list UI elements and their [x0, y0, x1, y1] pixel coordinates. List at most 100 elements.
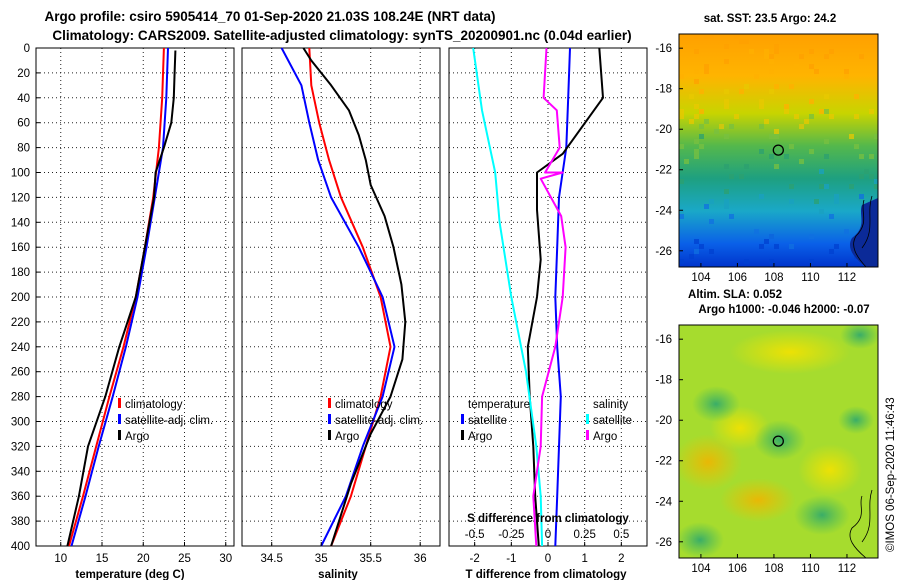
legend-swatch-s-satellite: [586, 414, 589, 424]
sst-pixel: [854, 94, 859, 99]
sst-pixel: [694, 149, 699, 154]
sst-pixel: [859, 54, 864, 59]
legend-swatch-climatology: [118, 398, 121, 408]
sst-pixel: [704, 69, 709, 74]
sst-pixel: [769, 259, 774, 264]
sst-pixel: [694, 79, 699, 84]
sst-pixel: [794, 64, 799, 69]
difference-series-s-argo: [532, 47, 567, 547]
sst-pixel: [699, 134, 704, 139]
sst-pixel: [709, 34, 714, 39]
sst-pixel: [824, 139, 829, 144]
temperature-legend: climatology satellite-adj. clim. Argo: [118, 398, 213, 443]
salinity-xtick-label: 36: [414, 553, 427, 565]
map-lat-tick-label: -24: [655, 205, 672, 217]
sst-pixel: [774, 134, 779, 139]
sst-pixel: [809, 114, 814, 119]
temperature-xtick-label: 15: [96, 553, 109, 565]
difference-legend: temperature satellite Argo salinity sate…: [461, 399, 632, 443]
sst-pixel: [819, 169, 824, 174]
sst-pixel: [769, 89, 774, 94]
sst-pixel: [724, 104, 729, 109]
sla-map-panel: Altim. SLA: 0.052 Argo h1000: -0.046 h20…: [655, 289, 879, 575]
sst-pixel: [694, 114, 699, 119]
sst-pixel: [709, 199, 714, 204]
sst-pixel: [759, 104, 764, 109]
sst-pixel: [689, 119, 694, 124]
depth-tick-label: 80: [17, 143, 30, 155]
map-lon-tick-label: 104: [691, 563, 711, 575]
sst-pixel: [854, 114, 859, 119]
sst-pixel: [789, 244, 794, 249]
sst-pixel: [744, 39, 749, 44]
legend-label-s-argo: Argo: [593, 431, 617, 443]
sst-pixel: [744, 84, 749, 89]
sst-pixel: [764, 49, 769, 54]
sst-map-title: sat. SST: 23.5 Argo: 24.2: [704, 13, 837, 25]
sst-pixel: [794, 114, 799, 119]
sst-pixel: [849, 134, 854, 139]
legend-swatch-satellite: [328, 414, 331, 424]
sst-pixel: [829, 214, 834, 219]
depth-tick-label: 320: [11, 441, 30, 453]
depth-tick-label: 280: [11, 392, 30, 404]
legend-swatch-satellite: [118, 414, 121, 424]
map-lon-tick-label: 108: [764, 563, 783, 575]
sst-pixel: [724, 204, 729, 209]
map-lon-tick-label: 106: [728, 563, 747, 575]
sst-pixel: [719, 124, 724, 129]
sst-pixel: [844, 74, 849, 79]
depth-tick-label: 20: [17, 68, 30, 80]
legend-label-t-argo: Argo: [468, 431, 492, 443]
sst-pixel: [809, 234, 814, 239]
sst-pixel: [864, 169, 869, 174]
sst-pixel: [724, 44, 729, 49]
salinity-xlabel: salinity: [318, 569, 358, 580]
map-lat-tick-label: -24: [655, 496, 672, 508]
sst-pixel: [679, 109, 684, 114]
t-difference-xlabel: T difference from climatology: [465, 569, 627, 580]
sst-pixel: [874, 184, 878, 189]
legend-label-argo: Argo: [335, 431, 359, 443]
legend-label-satellite: satellite-adj. clim.: [125, 415, 213, 427]
depth-tick-label: 360: [11, 491, 30, 503]
sst-map-panel: sat. SST: 23.5 Argo: 24.2 104 106 108 110 11…: [655, 13, 879, 284]
sst-pixel: [869, 109, 874, 114]
sst-pixel: [679, 259, 684, 264]
depth-tick-label: 180: [11, 267, 30, 279]
depth-tick-label: 160: [11, 242, 30, 254]
difference-panel: -2 -1 0 1 2 -0.5 -0.25 0 0.25 0.5 S difference f…: [448, 47, 648, 580]
legend-swatch-argo: [118, 430, 121, 440]
sst-pixel: [729, 214, 734, 219]
sst-pixel: [799, 124, 804, 129]
difference-xtick-label: 1: [581, 553, 587, 565]
sst-pixel: [734, 114, 739, 119]
sst-pixel: [724, 99, 729, 104]
map-lat-tick-label: -16: [655, 43, 672, 55]
sst-pixel: [829, 49, 834, 54]
legend-label-climatology: climatology: [335, 399, 393, 411]
sst-pixel: [814, 69, 819, 74]
sst-pixel: [834, 244, 839, 249]
sst-pixel: [784, 109, 789, 114]
depth-tick-label: 300: [11, 417, 30, 429]
sst-pixel: [679, 144, 684, 149]
temperature-xtick-label: 20: [137, 553, 150, 565]
sst-pixel: [724, 164, 729, 169]
sst-pixel: [869, 154, 874, 159]
figure-title-line2: Climatology: CARS2009. Satellite-adjuste…: [52, 28, 631, 43]
map-lon-tick-label: 108: [764, 272, 783, 284]
sst-pixel: [834, 194, 839, 199]
sst-pixel: [789, 199, 794, 204]
depth-tick-label: 200: [11, 292, 30, 304]
sst-pixel: [764, 119, 769, 124]
sst-pixel: [774, 44, 779, 49]
sst-pixel: [859, 174, 864, 179]
legend-label-t-satellite: satellite: [468, 415, 507, 427]
sst-pixel: [699, 124, 704, 129]
sst-pixel: [789, 84, 794, 89]
sst-pixel: [689, 254, 694, 259]
sst-pixel: [694, 34, 699, 39]
sst-pixel: [774, 129, 779, 134]
sst-pixel: [804, 119, 809, 124]
